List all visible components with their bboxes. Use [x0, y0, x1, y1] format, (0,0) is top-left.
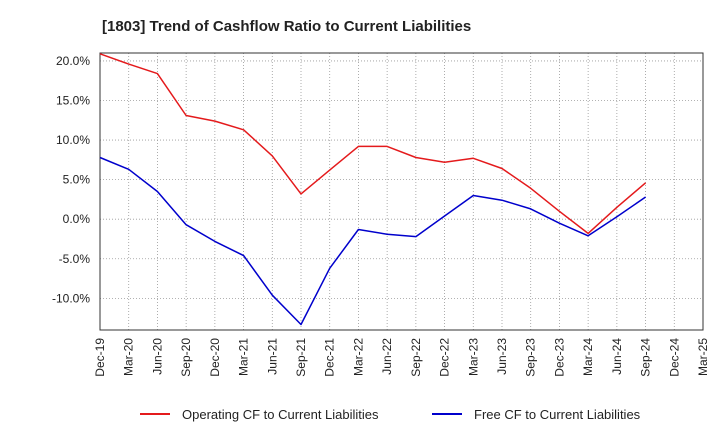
x-tick-label: Sep-21: [294, 338, 308, 377]
series-line-operating-cf: [99, 53, 647, 235]
y-tick-label: 20.0%: [56, 54, 90, 68]
y-tick-label: 15.0%: [56, 93, 90, 107]
series-layer: [99, 53, 647, 326]
legend-label: Free CF to Current Liabilities: [474, 407, 641, 422]
axes-layer: 20.0% 15.0% 10.0% 5.0% 0.0% -5.0% -10.0% Dec-19…: [52, 52, 710, 377]
x-tick-label: Dec-20: [208, 338, 222, 377]
x-tick-label: Jun-23: [495, 338, 509, 375]
y-tick-label: 10.0%: [56, 133, 90, 147]
x-tick-label: Jun-21: [265, 338, 279, 375]
x-tick-label: Dec-22: [438, 338, 452, 377]
x-tick-label: Dec-24: [667, 338, 681, 377]
y-tick-label: 5.0%: [63, 173, 91, 187]
x-tick-label: Jun-22: [380, 338, 394, 375]
chart-title: [1803] Trend of Cashflow Ratio to Curren…: [102, 18, 471, 35]
x-tick-label: Sep-22: [409, 338, 423, 377]
plot-frame: [99, 52, 704, 331]
x-tick-label: Dec-19: [93, 338, 107, 377]
series-line-free-cf: [99, 156, 647, 326]
x-tick-label: Mar-25: [696, 338, 710, 376]
y-tick-label: -10.0%: [52, 291, 90, 305]
x-tick-label: Mar-21: [237, 338, 251, 376]
legend-label: Operating CF to Current Liabilities: [182, 407, 379, 422]
legend: Operating CF to Current Liabilities Free …: [140, 407, 641, 422]
x-tick-label: Mar-20: [122, 338, 136, 376]
x-tick-label: Sep-24: [639, 338, 653, 377]
x-tick-label: Dec-21: [323, 338, 337, 377]
x-tick-label: Sep-23: [524, 338, 538, 377]
y-tick-label: 0.0%: [63, 212, 91, 226]
x-tick-label: Dec-23: [552, 338, 566, 377]
grid-layer: [99, 53, 704, 330]
x-tick-label: Mar-23: [466, 338, 480, 376]
y-tick-label: -5.0%: [59, 252, 91, 266]
x-tick-label: Sep-20: [179, 338, 193, 377]
x-tick-label: Jun-20: [150, 338, 164, 375]
x-tick-label: Jun-24: [610, 338, 624, 375]
x-tick-label: Mar-24: [581, 338, 595, 376]
x-tick-label: Mar-22: [351, 338, 365, 376]
